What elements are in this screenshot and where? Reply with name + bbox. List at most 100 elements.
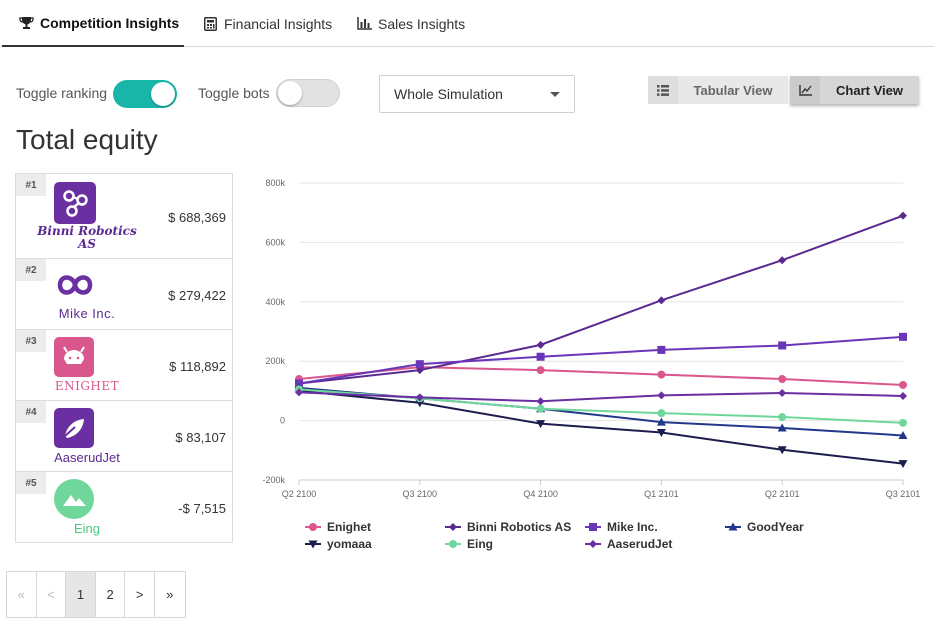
data-point [778,413,787,422]
data-point [899,418,907,427]
legend-label: Mike Inc. [607,520,658,534]
data-point [657,345,666,354]
tabular-view-button[interactable]: Tabular View [648,76,788,104]
bar-chart-icon [356,16,372,32]
legend-label: GoodYear [747,520,804,534]
data-point [657,409,666,418]
x-tick-label: Q2 2100 [282,489,317,499]
company-name: Binni Robotics AS [28,225,146,250]
prev-page-button[interactable]: < [36,572,67,617]
series-line [298,391,904,403]
legend-marker [449,540,457,548]
toggle-bots-switch[interactable] [276,79,340,107]
legend-label: Binni Robotics AS [467,520,571,534]
line-chart-icon [790,76,820,104]
ranking-list: #1 Binni Robotics AS $ 688,369 #2 Mike I… [15,173,233,543]
data-point [899,391,907,400]
page-1-button[interactable]: 1 [66,572,96,617]
tab-label: Competition Insights [40,14,180,31]
y-tick-label: -200k [262,475,285,485]
ranking-row[interactable]: #4 AaserudJet $ 83,107 [16,401,232,472]
tab-competition-insights[interactable]: Competition Insights [2,0,184,47]
ranking-row[interactable]: #3 ENIGHET $ 118,892 [16,330,232,401]
caret-down-icon [550,92,560,97]
mike-inc-logo [54,268,96,302]
legend-label: Enighet [327,520,371,534]
legend-label: yomaaa [327,537,372,551]
ranking-row[interactable]: #2 Mike Inc. $ 279,422 [16,259,232,330]
data-point [536,352,545,361]
data-point [536,397,545,406]
company-name-line: AS [78,236,96,251]
legend-marker [728,522,738,531]
company-name-line: Binni Robotics [37,224,137,238]
rank-number: #4 [16,401,46,423]
next-page-button[interactable]: > [125,572,155,617]
page-2-button[interactable]: 2 [95,572,126,617]
data-point [778,388,787,397]
series-line [298,389,904,465]
data-point [778,256,787,265]
company-name: ENIGHET [54,379,120,393]
legend-marker [589,540,597,548]
legend-marker [589,523,597,531]
data-point [536,340,545,349]
data-point [657,391,666,400]
legend-label: Eing [467,537,493,551]
data-point [536,420,546,429]
legend-label: AaserudJet [607,537,672,551]
ranking-row[interactable]: #5 Eing -$ 7,515 [16,472,232,542]
rank-number: #3 [16,330,46,352]
period-select-value: Whole Simulation [394,86,503,102]
page-title: Total equity [16,124,158,155]
equity-line-chart: -200k 0 200k 400k 600k 800k Q2 2100 Q3 2100 Q4 2… [262,178,920,551]
legend-marker [309,523,317,531]
chart-view-button[interactable]: Chart View [790,76,919,104]
ranking-row[interactable]: #1 Binni Robotics AS $ 688,369 [16,174,232,259]
tab-financial-insights[interactable]: Financial Insights [202,0,332,47]
tabular-view-label: Tabular View [693,82,773,98]
data-point [899,332,907,341]
last-page-button[interactable]: » [154,572,185,617]
data-point [778,375,787,384]
data-point [899,211,907,220]
toggle-ranking-switch[interactable] [113,80,177,108]
x-tick-label: Q2 2101 [765,489,800,499]
company-name: Eing [73,521,101,536]
rank-number: #2 [16,259,46,281]
equity-value: -$ 7,515 [178,501,226,516]
tab-label: Sales Insights [378,15,466,32]
legend-marker [308,540,318,549]
period-select[interactable]: Whole Simulation [379,75,575,113]
eing-logo [54,479,94,519]
rank-number: #5 [16,472,46,494]
data-point [657,370,666,379]
first-page-button[interactable]: « [7,572,37,617]
x-tick-label: Q4 2100 [523,489,558,499]
data-point [536,366,545,375]
y-tick-label: 600k [265,237,285,247]
data-point [415,360,424,369]
data-point [656,428,666,437]
x-tick-label: Q3 2100 [403,489,438,499]
y-tick-label: 800k [265,178,285,188]
equity-value: $ 279,422 [168,288,226,303]
series-line [298,366,904,386]
toggle-ranking-label: Toggle ranking [16,85,108,101]
y-tick-label: 400k [265,297,285,307]
toggle-bots-label: Toggle bots [198,85,270,101]
insights-tabs: Competition Insights Financial Insights … [0,0,934,47]
data-point [656,417,666,426]
data-point [777,423,787,432]
data-point [295,388,303,397]
data-point [657,296,666,305]
binni-robotics-logo [54,182,96,224]
pagination: « < 1 2 > » [6,571,186,618]
data-point [899,380,907,389]
tab-sales-insights[interactable]: Sales Insights [356,0,465,47]
data-point [778,341,787,350]
x-tick-label: Q1 2101 [644,489,679,499]
data-point [898,430,908,439]
tab-label: Financial Insights [224,15,333,32]
aaserudjet-logo [54,408,94,448]
